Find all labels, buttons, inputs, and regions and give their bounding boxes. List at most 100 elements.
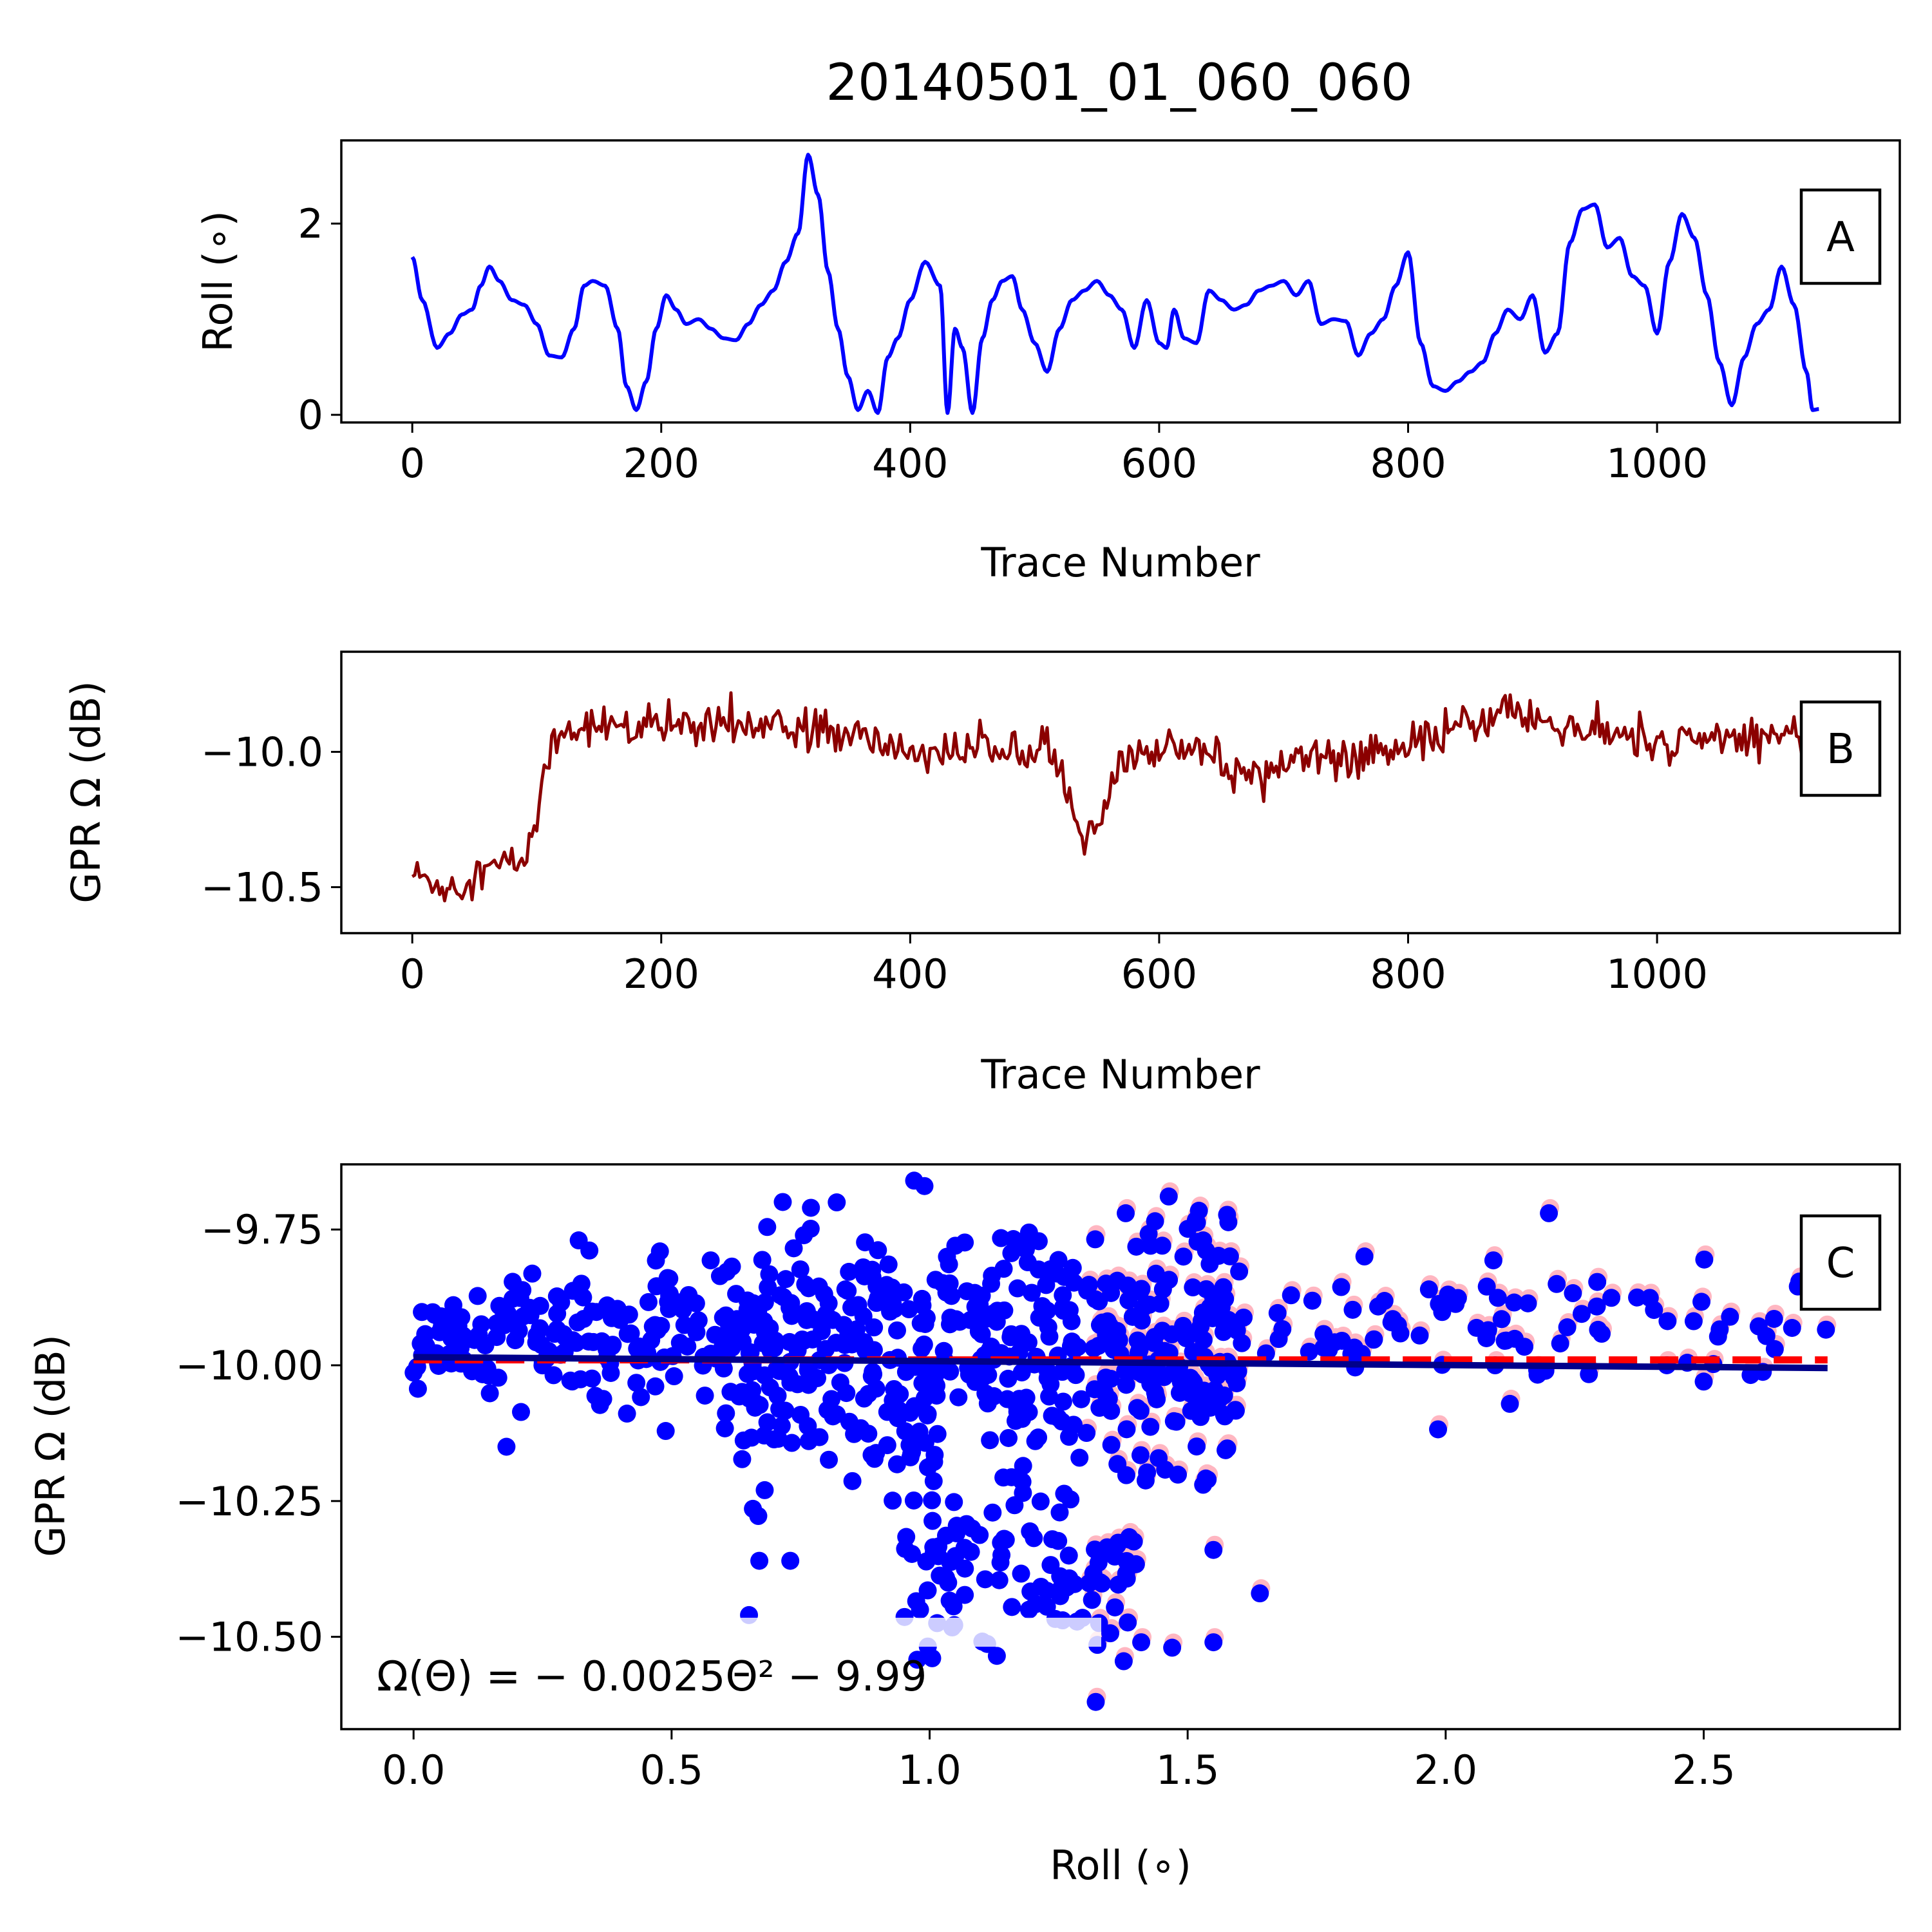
scatter-point	[734, 1431, 753, 1450]
scatter-point	[1018, 1253, 1037, 1272]
scatter-point	[1065, 1273, 1083, 1292]
scatter-point	[796, 1275, 815, 1294]
scatter-point	[1051, 1567, 1070, 1586]
scatter-point	[913, 1289, 931, 1308]
scatter-point	[523, 1264, 542, 1283]
fit-line	[413, 1354, 1828, 1372]
scatter-point	[473, 1365, 492, 1383]
scatter-point	[856, 1341, 875, 1359]
xtick-label: 0	[399, 951, 424, 998]
scatter-point	[564, 1331, 582, 1350]
scatter-point	[983, 1503, 1002, 1522]
scatter-point	[1090, 1399, 1109, 1417]
ytick-label: −10.50	[176, 1614, 323, 1661]
scatter-point	[1117, 1376, 1135, 1394]
scatter-point	[1355, 1247, 1374, 1266]
figure-title: 20140501_01_060_060	[826, 54, 1412, 112]
scatter-point	[1104, 1340, 1123, 1359]
scatter-point	[618, 1405, 636, 1423]
panel-c-xlabel: Roll (∘)	[1050, 1842, 1191, 1889]
scatter-point	[569, 1313, 587, 1332]
xtick-label: 1.0	[898, 1747, 961, 1794]
scatter-point	[1488, 1289, 1507, 1307]
scatter-point	[819, 1294, 838, 1312]
panel-c-fit-equation: Ω(Θ) = − 0.0025Θ² − 9.99	[377, 1653, 927, 1701]
scatter-point	[717, 1404, 735, 1423]
scatter-point	[784, 1239, 803, 1258]
scatter-point	[827, 1334, 846, 1352]
scatter-point	[1037, 1276, 1056, 1294]
scatter-point	[1684, 1312, 1703, 1331]
scatter-point	[1083, 1591, 1101, 1609]
scatter-point	[840, 1262, 858, 1281]
scatter-point	[978, 1394, 997, 1413]
scatter-point	[1587, 1297, 1606, 1316]
scatter-point	[983, 1266, 1001, 1285]
scatter-point	[423, 1303, 442, 1321]
panel-c-ticks: 0.0 0.5 1.0 1.5 2.0 2.5 −9.75 −10.00 −10.25 −10.5…	[176, 1206, 1736, 1794]
scatter-point	[1038, 1582, 1057, 1600]
panel-a-axes-frame	[340, 139, 1901, 424]
scatter-point	[769, 1430, 788, 1448]
panel-a-ylabel: Roll (∘)	[194, 211, 242, 352]
scatter-point	[1588, 1273, 1607, 1291]
xtick-label: 600	[1121, 440, 1197, 487]
scatter-point	[1012, 1564, 1030, 1583]
scatter-point	[723, 1338, 741, 1357]
scatter-point	[627, 1374, 646, 1392]
scatter-point	[804, 1310, 823, 1329]
scatter-point	[714, 1359, 733, 1378]
scatter-point	[755, 1366, 774, 1385]
scatter-point	[723, 1257, 741, 1276]
scatter-point	[1430, 1294, 1448, 1313]
scatter-point	[781, 1551, 800, 1570]
scatter-point	[504, 1273, 522, 1291]
scatter-point	[1419, 1280, 1438, 1299]
scatter-point	[416, 1325, 435, 1343]
scatter-point	[1208, 1367, 1227, 1385]
scatter-point	[1040, 1387, 1059, 1406]
scatter-point	[620, 1305, 638, 1324]
scatter-point	[878, 1403, 896, 1421]
scatter-point	[1106, 1598, 1124, 1616]
scatter-point	[1200, 1298, 1219, 1316]
scatter-point	[721, 1383, 740, 1401]
scatter-point	[753, 1251, 772, 1269]
scatter-point	[755, 1481, 774, 1499]
scatter-point	[908, 1651, 927, 1669]
scatter-point	[902, 1444, 920, 1463]
xtick-label: 800	[1370, 440, 1446, 487]
scatter-point	[1055, 1484, 1074, 1503]
xtick-label: 0	[399, 440, 424, 487]
scatter-point	[791, 1405, 810, 1424]
scatter-point	[924, 1538, 943, 1557]
scatter-point	[755, 1312, 773, 1331]
scatter-point	[1235, 1308, 1253, 1327]
scatter-point	[656, 1422, 675, 1441]
scatter-point	[991, 1553, 1010, 1572]
scatter-point	[934, 1341, 953, 1360]
scatter-point	[1012, 1363, 1031, 1382]
scatter-point	[956, 1233, 974, 1252]
scatter-point	[1097, 1368, 1115, 1387]
scatter-point	[946, 1547, 965, 1566]
scatter-point	[1049, 1251, 1068, 1269]
scatter-point	[1540, 1204, 1558, 1222]
scatter-point	[1156, 1461, 1175, 1479]
scatter-point	[961, 1542, 980, 1561]
panel-b-ylabel: GPR Ω (dB)	[62, 681, 109, 904]
scatter-point	[658, 1269, 677, 1287]
scatter-point	[696, 1387, 714, 1405]
scatter-point	[940, 1591, 959, 1610]
scatter-point	[1375, 1292, 1394, 1311]
scatter-point	[1117, 1564, 1135, 1583]
scatter-point	[791, 1260, 810, 1279]
scatter-point	[1188, 1437, 1206, 1456]
scatter-point	[782, 1294, 800, 1312]
scatter-point	[480, 1384, 499, 1403]
panel-c-scatter-plot: 0.0 0.5 1.0 1.5 2.0 2.5 −9.75 −10.00 −10.25 −10.5…	[27, 1163, 1901, 1889]
scatter-point	[1628, 1288, 1647, 1307]
scatter-point	[915, 1177, 934, 1195]
scatter-point	[1194, 1475, 1213, 1494]
scatter-point	[987, 1647, 1006, 1665]
